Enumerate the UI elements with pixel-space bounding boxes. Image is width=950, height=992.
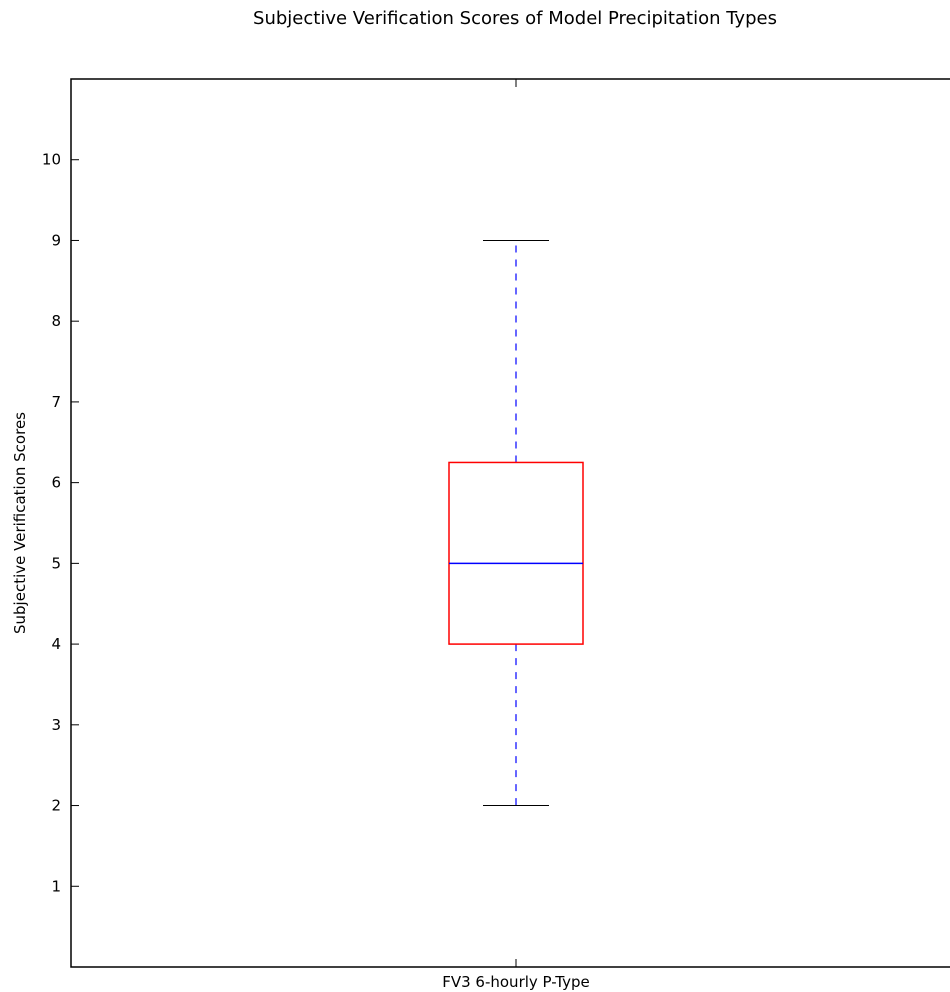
y-tick-label: 3 [51, 716, 61, 734]
y-tick-label: 1 [51, 877, 61, 895]
y-tick-label: 2 [51, 797, 61, 815]
y-tick-label: 10 [42, 151, 61, 169]
plot-area: 1 2 3 4 5 6 7 8 9 10 FV3 6-hourly P-Type [42, 78, 950, 991]
y-axis-ticks: 1 2 3 4 5 6 7 8 9 10 [42, 151, 79, 895]
y-tick-label: 8 [51, 312, 61, 330]
y-tick-label: 9 [51, 231, 61, 249]
y-tick-label: 6 [51, 474, 61, 492]
y-tick-label: 4 [51, 635, 61, 653]
interquartile-box [448, 461, 584, 645]
y-axis-label: Subjective Verification Scores [11, 412, 29, 634]
x-axis-ticks: FV3 6-hourly P-Type [442, 79, 590, 991]
box-plot-group [448, 239, 584, 807]
x-tick-label: FV3 6-hourly P-Type [442, 973, 590, 991]
y-tick-label: 5 [51, 554, 61, 572]
chart-title: Subjective Verification Scores of Model … [253, 8, 777, 29]
y-tick-label: 7 [51, 393, 61, 411]
